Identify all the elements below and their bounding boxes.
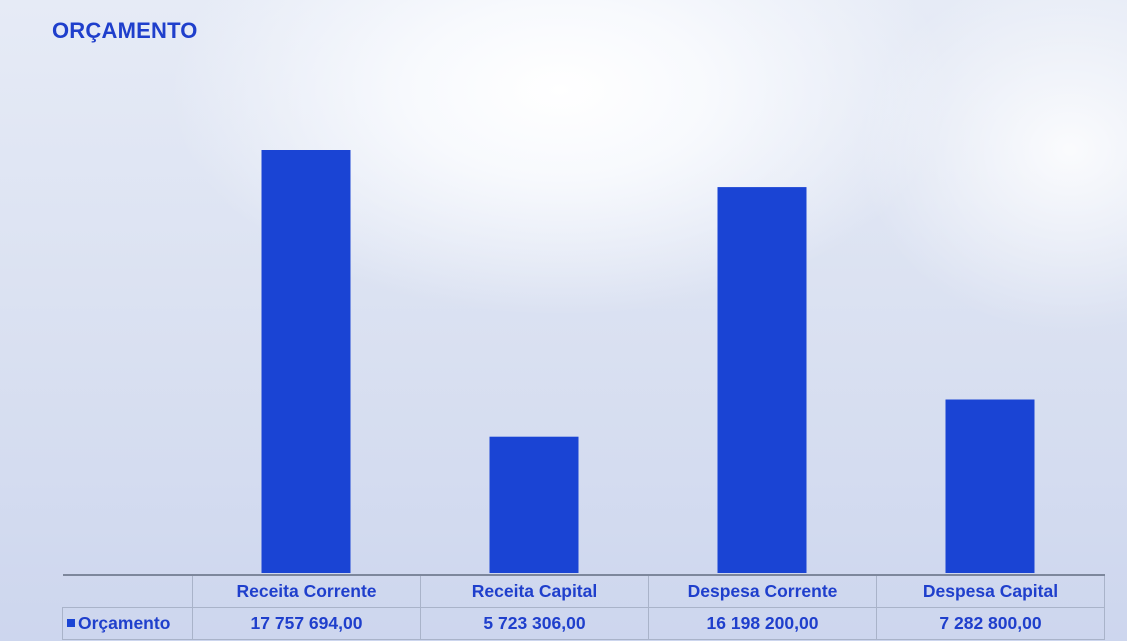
category-label: Despesa Corrente	[648, 574, 877, 608]
bar	[717, 187, 807, 573]
data-table: Receita Corrente Receita Capital Despesa…	[62, 574, 1105, 640]
legend-entry: Orçamento	[62, 607, 193, 640]
category-label: Receita Capital	[420, 574, 649, 608]
data-label: 5 723 306,00	[420, 607, 649, 640]
bar	[489, 436, 579, 573]
category-row: Receita Corrente Receita Capital Despesa…	[62, 574, 1105, 608]
data-label: 7 282 800,00	[876, 607, 1105, 640]
series-row: Orçamento 17 757 694,00 5 723 306,00 16 …	[62, 607, 1105, 640]
category-label: Despesa Capital	[876, 574, 1105, 608]
category-label: Receita Corrente	[192, 574, 421, 608]
table-corner	[62, 574, 193, 608]
data-label: 17 757 694,00	[192, 607, 421, 640]
series-name: Orçamento	[78, 613, 171, 633]
legend-key-square	[67, 619, 75, 627]
chart-title: ORÇAMENTO	[52, 18, 198, 43]
bar	[945, 399, 1035, 573]
bar	[261, 150, 351, 573]
data-label: 16 198 200,00	[648, 607, 877, 640]
